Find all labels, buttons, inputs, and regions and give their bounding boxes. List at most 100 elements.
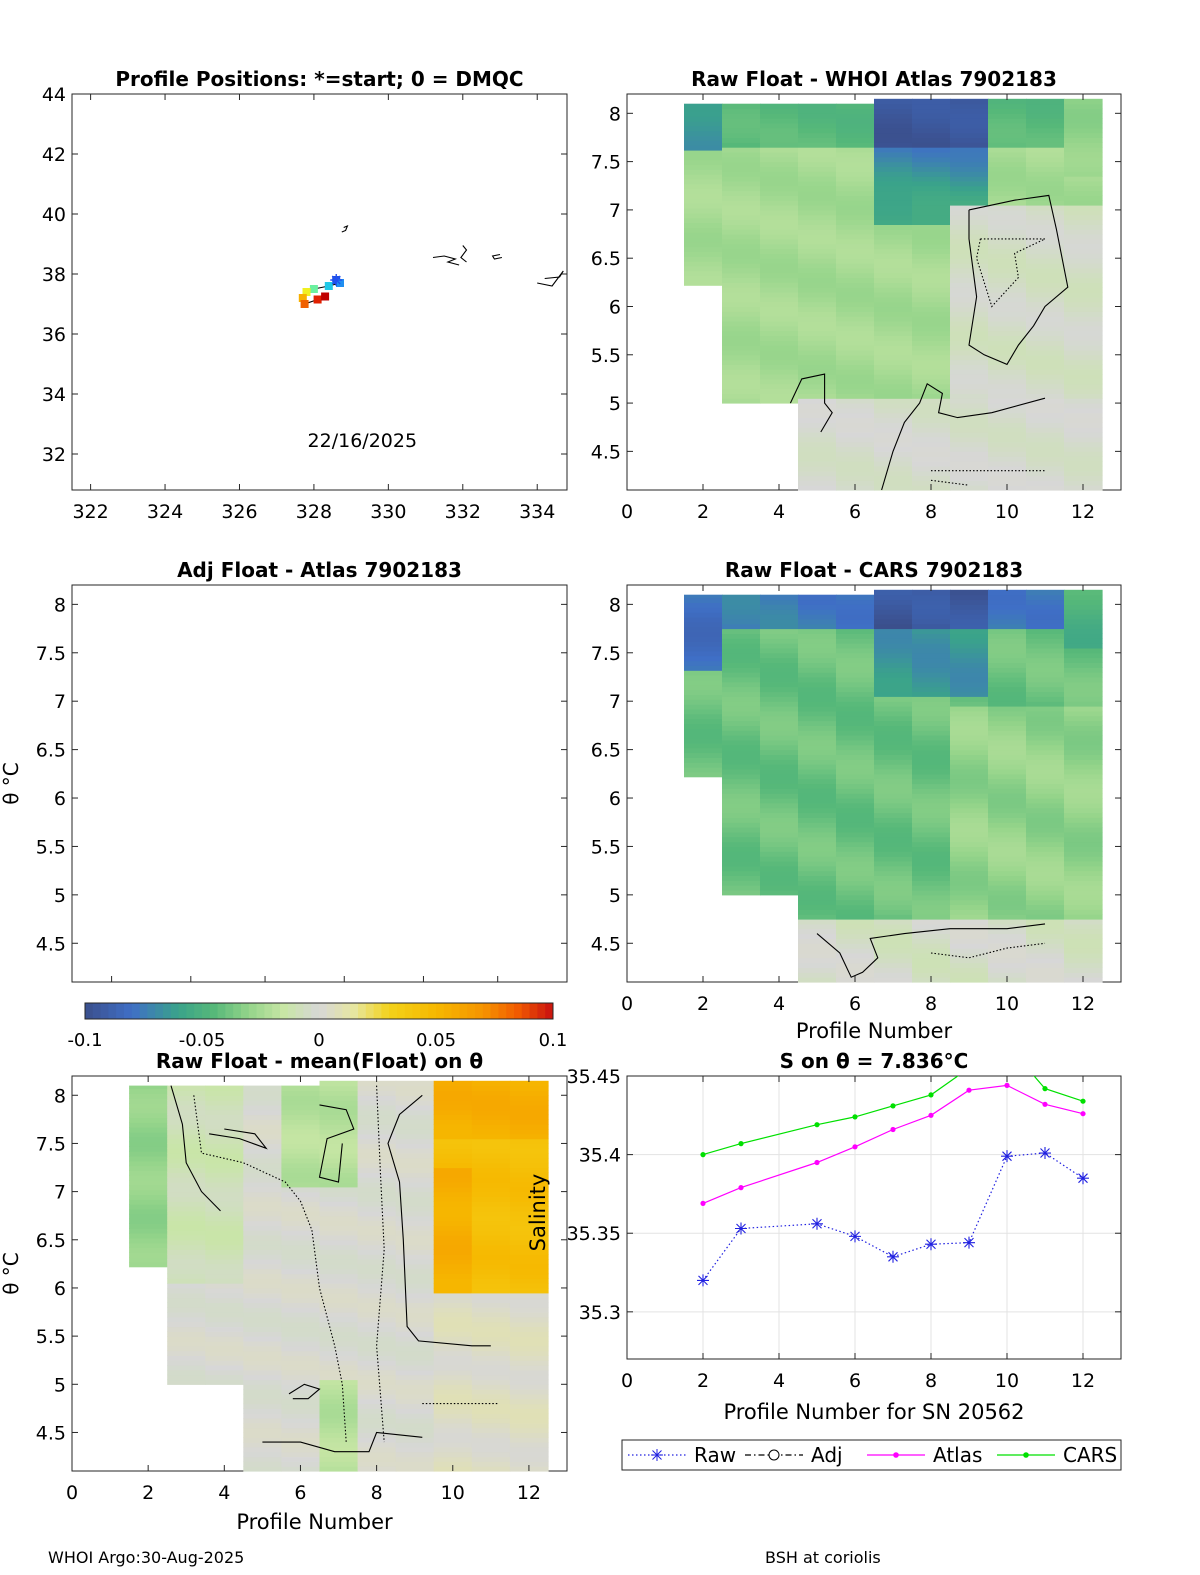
heat-cell [988, 200, 1027, 206]
heat-cell [1026, 292, 1065, 298]
heat-cell [988, 725, 1027, 731]
heat-cell [205, 1259, 244, 1265]
heat-cell [722, 827, 761, 833]
heat-cell [684, 188, 723, 195]
heat-cell [205, 1210, 244, 1217]
heat-cell [509, 1153, 549, 1159]
heat-cell [760, 190, 799, 196]
heat-cell [167, 1297, 206, 1303]
heat-cell [912, 919, 951, 925]
heat-cell [950, 364, 989, 370]
heat-cell [722, 725, 761, 731]
heat-cell [684, 689, 723, 695]
heat-cell [319, 1316, 359, 1323]
heat-cell [874, 393, 913, 399]
colorbar-cell [124, 1003, 133, 1019]
heat-cell [471, 1148, 511, 1154]
heat-cell [509, 1138, 549, 1144]
heat-cell [950, 123, 989, 129]
data-point-raw [849, 1230, 861, 1243]
heat-cell [874, 618, 913, 625]
heat-cell [722, 739, 761, 746]
heat-cell [950, 118, 989, 124]
colorbar-cell [498, 1003, 507, 1019]
heat-cell [912, 802, 951, 809]
heat-cell [684, 265, 723, 272]
chart-title: Raw Float - CARS 7902183 [725, 558, 1023, 582]
heat-cell [684, 617, 723, 623]
heat-cell [281, 1389, 321, 1395]
heat-cell [129, 1175, 168, 1181]
heat-cell [988, 769, 1027, 775]
heat-cell [509, 1307, 549, 1313]
heat-cell [243, 1340, 282, 1347]
heat-cell [1026, 422, 1065, 428]
heat-cell [798, 422, 837, 428]
heat-cell [684, 270, 723, 277]
heat-cell [509, 1384, 549, 1390]
heat-cell [167, 1138, 206, 1144]
heat-cell [722, 846, 761, 852]
heat-cell [760, 277, 799, 283]
heat-cell [167, 1104, 206, 1111]
heat-cell [167, 1239, 206, 1246]
heat-cell [1026, 652, 1065, 659]
heat-cell [471, 1273, 511, 1279]
heat-cell [281, 1446, 321, 1453]
heat-cell [1026, 451, 1065, 457]
heat-cell [319, 1259, 359, 1265]
heat-cell [205, 1316, 244, 1323]
heat-cell [129, 1180, 168, 1186]
heat-cell [836, 152, 875, 158]
x-tick-label: 2 [697, 1370, 709, 1392]
heat-cell [912, 817, 951, 823]
heat-cell [1026, 657, 1065, 663]
heat-cell [509, 1312, 549, 1318]
heat-cell [950, 865, 989, 872]
heat-cell [129, 1228, 168, 1234]
heat-cell [509, 1109, 549, 1116]
heat-cell [1026, 715, 1065, 722]
heat-cell [912, 470, 951, 477]
heat-cell [798, 234, 837, 240]
colorbar-cell [178, 1003, 187, 1019]
heat-cell [395, 1398, 435, 1405]
heat-cell [1064, 205, 1103, 211]
heat-cell [319, 1124, 359, 1130]
heat-cell [281, 1288, 321, 1294]
heat-cell [471, 1316, 511, 1323]
heat-cell [912, 282, 951, 288]
colorbar-cell [358, 1003, 367, 1019]
heat-cell [950, 325, 989, 332]
heat-cell [874, 137, 913, 143]
heat-cell [1064, 957, 1103, 964]
heat-cell [836, 200, 875, 206]
heat-cell [433, 1191, 473, 1197]
coastline [460, 245, 468, 263]
heat-cell [798, 706, 837, 712]
heat-cell [874, 904, 913, 910]
heat-cell [950, 321, 989, 327]
heat-cell [760, 258, 799, 264]
x-tick-label: 322 [72, 501, 108, 523]
colorbar-cell [381, 1003, 390, 1019]
heat-cell [874, 142, 913, 148]
heat-cell [243, 1316, 282, 1323]
heat-cell [129, 1085, 168, 1090]
heat-cell [722, 243, 761, 250]
heat-cell [912, 258, 951, 264]
data-point-cars [852, 1114, 858, 1120]
heat-cell [167, 1129, 206, 1135]
colorbar-cell [397, 1003, 406, 1019]
heat-cell [836, 224, 875, 230]
date-annotation: 22/16/2025 [308, 430, 418, 452]
heat-cell [684, 275, 723, 281]
heat-cell [760, 147, 799, 153]
heat-cell [760, 359, 799, 365]
heat-cell [836, 783, 875, 789]
heat-cell [243, 1350, 282, 1356]
heat-cell [1026, 822, 1065, 828]
heat-cell [836, 292, 875, 298]
heat-cell [167, 1268, 206, 1275]
heat-cell [684, 246, 723, 252]
